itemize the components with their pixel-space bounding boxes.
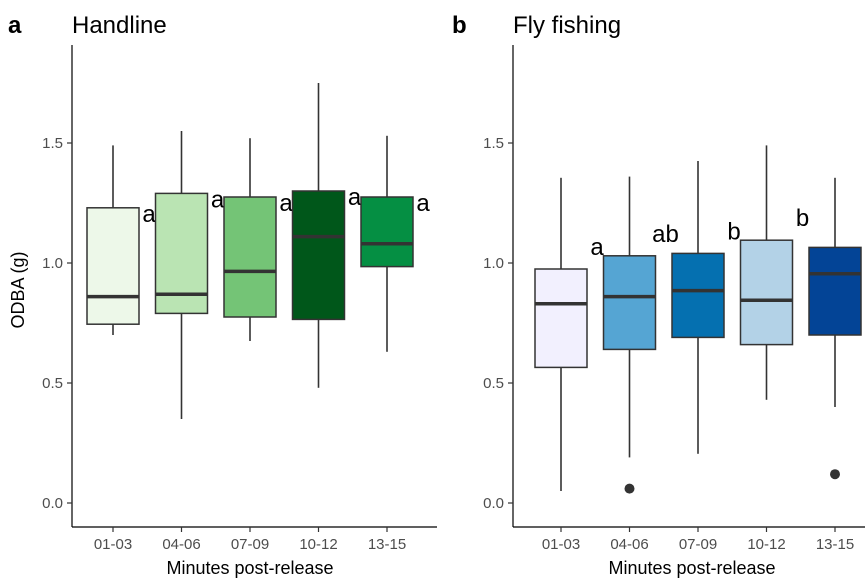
x-tick-label: 04-06 — [610, 536, 648, 553]
y-tick-label: 0.5 — [483, 375, 504, 392]
box-01-03 — [86, 207, 140, 325]
panel-a-plot: 0.0 0.5 1.0 1.5 01-03 04-06 07-09 10-12 13-15 a a a… — [42, 45, 437, 553]
x-tick-label: 10-12 — [747, 536, 785, 553]
significance-letter: a — [279, 190, 293, 217]
y-tick-label: 0.5 — [42, 375, 63, 392]
y-tick-label: 1.0 — [42, 255, 63, 272]
box-10-12 — [739, 239, 794, 346]
outlier-point — [624, 483, 635, 494]
significance-letter: ab — [652, 221, 679, 248]
x-tick-label: 13-15 — [816, 536, 854, 553]
y-tick-label: 1.5 — [483, 135, 504, 152]
panel-b-plot: 0.0 0.5 1.0 1.5 01-03 04-06 07-09 10-12 13-15 a ab… — [483, 45, 865, 553]
y-tick-label: 0.0 — [483, 495, 504, 512]
significance-letter: b — [727, 218, 740, 245]
panel-a-label: a — [8, 12, 22, 39]
box-13-15 — [808, 246, 862, 336]
box-10-12 — [291, 190, 346, 321]
box-13-15 — [360, 196, 414, 268]
x-tick-label: 01-03 — [94, 536, 132, 553]
y-tick-label: 0.0 — [42, 495, 63, 512]
significance-letter: a — [142, 201, 156, 228]
panel-a-x-axis-title: Minutes post-release — [166, 558, 333, 578]
x-tick-label: 10-12 — [299, 536, 337, 553]
y-tick-label: 1.0 — [483, 255, 504, 272]
x-tick-label: 13-15 — [368, 536, 406, 553]
x-tick-label: 07-09 — [231, 536, 269, 553]
significance-letter: a — [348, 184, 362, 211]
significance-letter: a — [416, 190, 430, 217]
box-04-06 — [602, 255, 657, 351]
significance-letter: b — [796, 205, 809, 232]
significance-letter: a — [590, 234, 604, 261]
x-tick-label: 04-06 — [162, 536, 200, 553]
y-axis-title: ODBA (g) — [8, 251, 28, 328]
panel-b-title: Fly fishing — [513, 12, 621, 39]
x-tick-label: 01-03 — [542, 536, 580, 553]
box-07-09 — [671, 252, 725, 339]
y-tick-label: 1.5 — [42, 135, 63, 152]
significance-letter: a — [211, 186, 225, 213]
box-01-03 — [534, 268, 588, 369]
box-07-09 — [223, 196, 277, 318]
panel-b-label: b — [452, 12, 467, 39]
x-tick-label: 07-09 — [679, 536, 717, 553]
outlier-point — [830, 469, 840, 480]
panel-a-title: Handline — [72, 12, 167, 39]
panel-b-x-axis-title: Minutes post-release — [608, 558, 775, 578]
